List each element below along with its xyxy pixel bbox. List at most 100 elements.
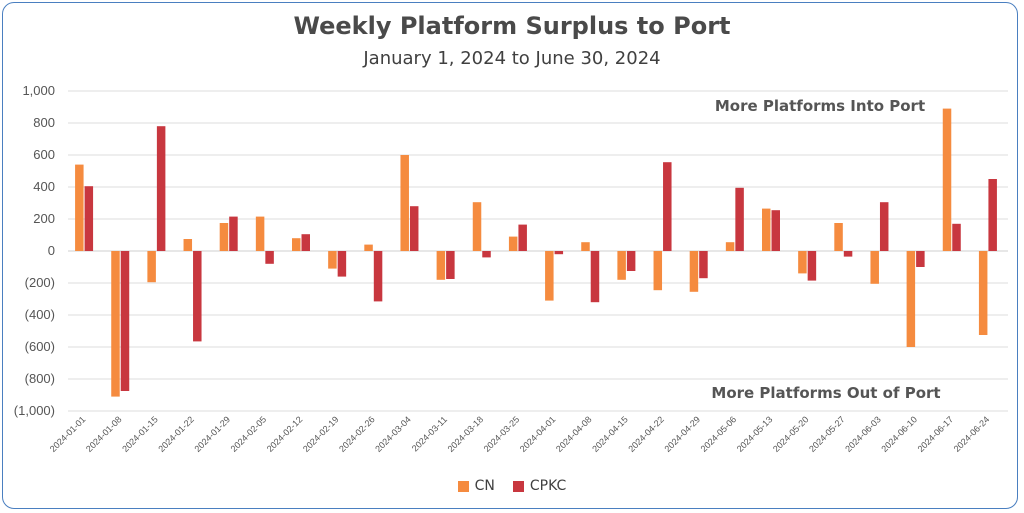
- grid-lines: [68, 90, 1008, 412]
- bar-cn-2024-05-13: [762, 208, 771, 251]
- bar-cn-2024-05-27: [834, 223, 843, 251]
- y-tick-label: (600): [25, 339, 55, 354]
- bar-cpkc-2024-02-12: [301, 234, 310, 251]
- bar-cpkc-2024-06-10: [916, 251, 925, 267]
- bar-cn-2024-02-26: [364, 244, 373, 251]
- bar-cn-2024-04-01: [545, 251, 554, 301]
- y-tick-label: (200): [25, 275, 55, 290]
- bars: [75, 108, 997, 397]
- legend: CN CPKC: [0, 478, 1024, 494]
- bar-cpkc-2024-01-29: [229, 216, 238, 251]
- x-tick-label: 2024-01-08: [84, 414, 124, 454]
- bar-cpkc-2024-01-08: [120, 251, 130, 391]
- bar-cn-2024-04-15: [617, 251, 626, 280]
- x-tick-label: 2024-02-19: [301, 414, 341, 454]
- y-tick-label: (800): [25, 371, 55, 386]
- bar-cpkc-2024-01-01: [84, 186, 94, 251]
- bar-cn-2024-01-01: [75, 164, 84, 251]
- y-axis-ticks: 1,000 800 600 400 200 0 (200) (400) (600) (800) (1…: [14, 83, 55, 418]
- bar-cn-2024-01-29: [219, 223, 229, 251]
- annotation-into-port: More Platforms Into Port: [715, 97, 925, 115]
- bar-cpkc-2024-03-18: [482, 251, 491, 258]
- bar-cpkc-2024-04-22: [663, 162, 672, 251]
- bar-cpkc-2024-03-25: [518, 224, 527, 251]
- chart-title: Weekly Platform Surplus to Port: [293, 12, 731, 40]
- y-tick-label: (400): [25, 307, 55, 322]
- bar-cn-2024-03-11: [436, 251, 446, 280]
- x-tick-label: 2024-05-13: [735, 414, 775, 454]
- bar-cn-2024-02-05: [255, 216, 265, 251]
- bar-cpkc-2024-05-20: [807, 251, 817, 281]
- x-tick-label: 2024-04-08: [554, 414, 594, 454]
- bar-cn-2024-01-08: [111, 251, 120, 397]
- bar-cpkc-2024-02-05: [265, 251, 274, 264]
- bar-cn-2024-05-06: [725, 242, 735, 251]
- x-tick-label: 2024-02-26: [337, 414, 377, 454]
- x-tick-label: 2024-03-04: [373, 414, 413, 454]
- y-tick-label: 800: [33, 115, 55, 130]
- bar-cpkc-2024-04-01: [554, 251, 564, 255]
- x-tick-label: 2024-05-27: [807, 414, 847, 454]
- bar-cpkc-2024-02-19: [337, 251, 347, 277]
- bar-cpkc-2024-05-27: [843, 251, 853, 257]
- bar-cn-2024-01-15: [147, 251, 156, 283]
- legend-swatch-cn: [457, 480, 469, 492]
- legend-label-cpkc: CPKC: [529, 478, 567, 494]
- bar-cpkc-2024-01-22: [193, 251, 202, 342]
- bar-cpkc-2024-01-15: [156, 126, 166, 251]
- annotation-out-of-port: More Platforms Out of Port: [711, 384, 940, 402]
- bar-cpkc-2024-05-13: [771, 210, 780, 251]
- legend-item-cn[interactable]: CN: [457, 478, 495, 494]
- x-tick-label: 2024-04-22: [626, 414, 666, 454]
- chart-subtitle: January 1, 2024 to June 30, 2024: [363, 48, 661, 69]
- y-tick-label: 400: [33, 179, 55, 194]
- bar-cpkc-2024-04-29: [699, 251, 708, 279]
- x-tick-label: 2024-06-17: [916, 414, 956, 454]
- bar-cn-2024-06-24: [978, 251, 988, 335]
- x-tick-label: 2024-06-24: [952, 414, 992, 454]
- bar-cn-2024-01-22: [183, 239, 193, 251]
- bar-cn-2024-05-20: [798, 251, 807, 274]
- x-tick-label: 2024-03-18: [446, 414, 486, 454]
- x-tick-label: 2024-02-12: [265, 414, 305, 454]
- x-tick-label: 2024-04-15: [590, 414, 630, 454]
- bar-cpkc-2024-04-15: [626, 251, 636, 271]
- legend-swatch-cpkc: [512, 480, 524, 492]
- bar-cn-2024-03-04: [400, 155, 409, 251]
- bar-cpkc-2024-06-17: [952, 223, 961, 251]
- legend-label-cn: CN: [474, 478, 495, 494]
- x-tick-label: 2024-05-20: [771, 414, 811, 454]
- x-tick-label: 2024-01-01: [48, 414, 88, 454]
- y-tick-label: 0: [48, 243, 55, 258]
- x-tick-label: 2024-02-05: [229, 414, 269, 454]
- x-tick-label: 2024-04-29: [662, 414, 702, 454]
- x-tick-label: 2024-03-11: [410, 414, 449, 453]
- bar-cn-2024-04-22: [653, 251, 663, 291]
- bar-cn-2024-03-18: [472, 202, 482, 251]
- bar-cpkc-2024-06-24: [988, 179, 997, 251]
- bar-cn-2024-06-03: [870, 251, 879, 284]
- bar-cpkc-2024-04-08: [590, 251, 600, 303]
- bar-cn-2024-06-10: [906, 251, 916, 347]
- legend-item-cpkc[interactable]: CPKC: [512, 478, 567, 494]
- x-tick-label: 2024-01-15: [120, 414, 160, 454]
- x-tick-label: 2024-03-25: [482, 414, 522, 454]
- bar-cpkc-2024-05-06: [735, 187, 744, 251]
- bar-cpkc-2024-06-03: [879, 202, 889, 251]
- y-tick-label: 600: [33, 147, 55, 162]
- bar-cn-2024-04-29: [689, 251, 699, 292]
- y-tick-label: 200: [33, 211, 55, 226]
- bar-cn-2024-06-17: [942, 108, 952, 251]
- bar-cn-2024-04-08: [581, 242, 590, 251]
- y-tick-label: 1,000: [22, 83, 55, 98]
- bar-cn-2024-02-19: [328, 251, 337, 269]
- x-tick-label: 2024-01-29: [192, 414, 232, 454]
- x-tick-label: 2024-01-22: [156, 414, 196, 454]
- bar-cpkc-2024-03-11: [446, 251, 455, 279]
- bar-cpkc-2024-03-04: [409, 206, 419, 251]
- bar-cn-2024-03-25: [508, 236, 518, 251]
- bar-cpkc-2024-02-26: [373, 251, 383, 302]
- x-axis-ticks: 2024-01-012024-01-082024-01-152024-01-22…: [48, 414, 991, 454]
- x-tick-label: 2024-06-03: [843, 414, 883, 454]
